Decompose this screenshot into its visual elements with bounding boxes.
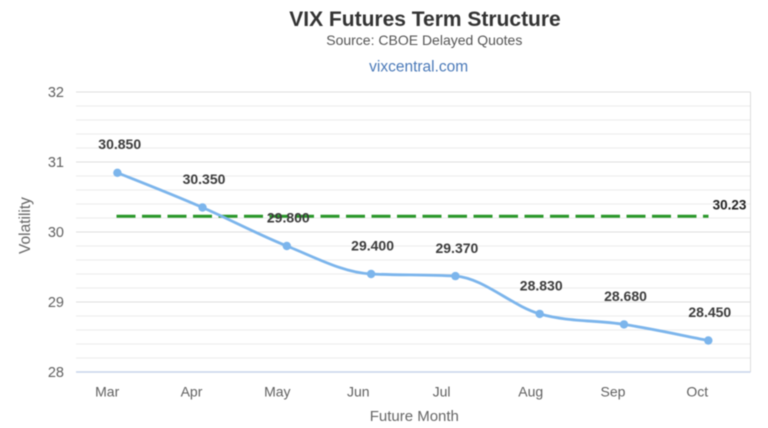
svg-text:May: May [264,383,290,399]
svg-text:30.23: 30.23 [713,197,747,212]
svg-text:30: 30 [48,225,64,241]
svg-text:28.680: 28.680 [604,288,647,304]
svg-text:31: 31 [48,155,64,171]
svg-text:28.830: 28.830 [520,278,563,294]
svg-text:Mar: Mar [95,383,119,399]
svg-text:30.850: 30.850 [98,136,141,152]
svg-text:vixcentral.com: vixcentral.com [369,59,468,76]
svg-text:Future Month: Future Month [370,408,459,425]
svg-text:32: 32 [48,85,64,101]
svg-text:Jun: Jun [347,383,370,399]
svg-text:Jul: Jul [433,383,451,399]
svg-text:30.350: 30.350 [183,171,226,187]
svg-text:Sep: Sep [601,383,626,399]
svg-text:28: 28 [48,365,64,381]
svg-text:Apr: Apr [181,383,203,399]
svg-text:29.400: 29.400 [351,238,394,254]
svg-text:29.370: 29.370 [435,240,478,256]
svg-text:Source: CBOE Delayed Quotes: Source: CBOE Delayed Quotes [326,32,522,48]
svg-text:Aug: Aug [518,383,543,399]
svg-text:29.800: 29.800 [267,210,310,226]
svg-text:Volatility: Volatility [17,197,34,254]
svg-text:Oct: Oct [686,383,708,399]
svg-text:29: 29 [48,295,64,311]
svg-text:28.450: 28.450 [688,304,731,320]
svg-text:VIX Futures Term Structure: VIX Futures Term Structure [289,8,561,31]
